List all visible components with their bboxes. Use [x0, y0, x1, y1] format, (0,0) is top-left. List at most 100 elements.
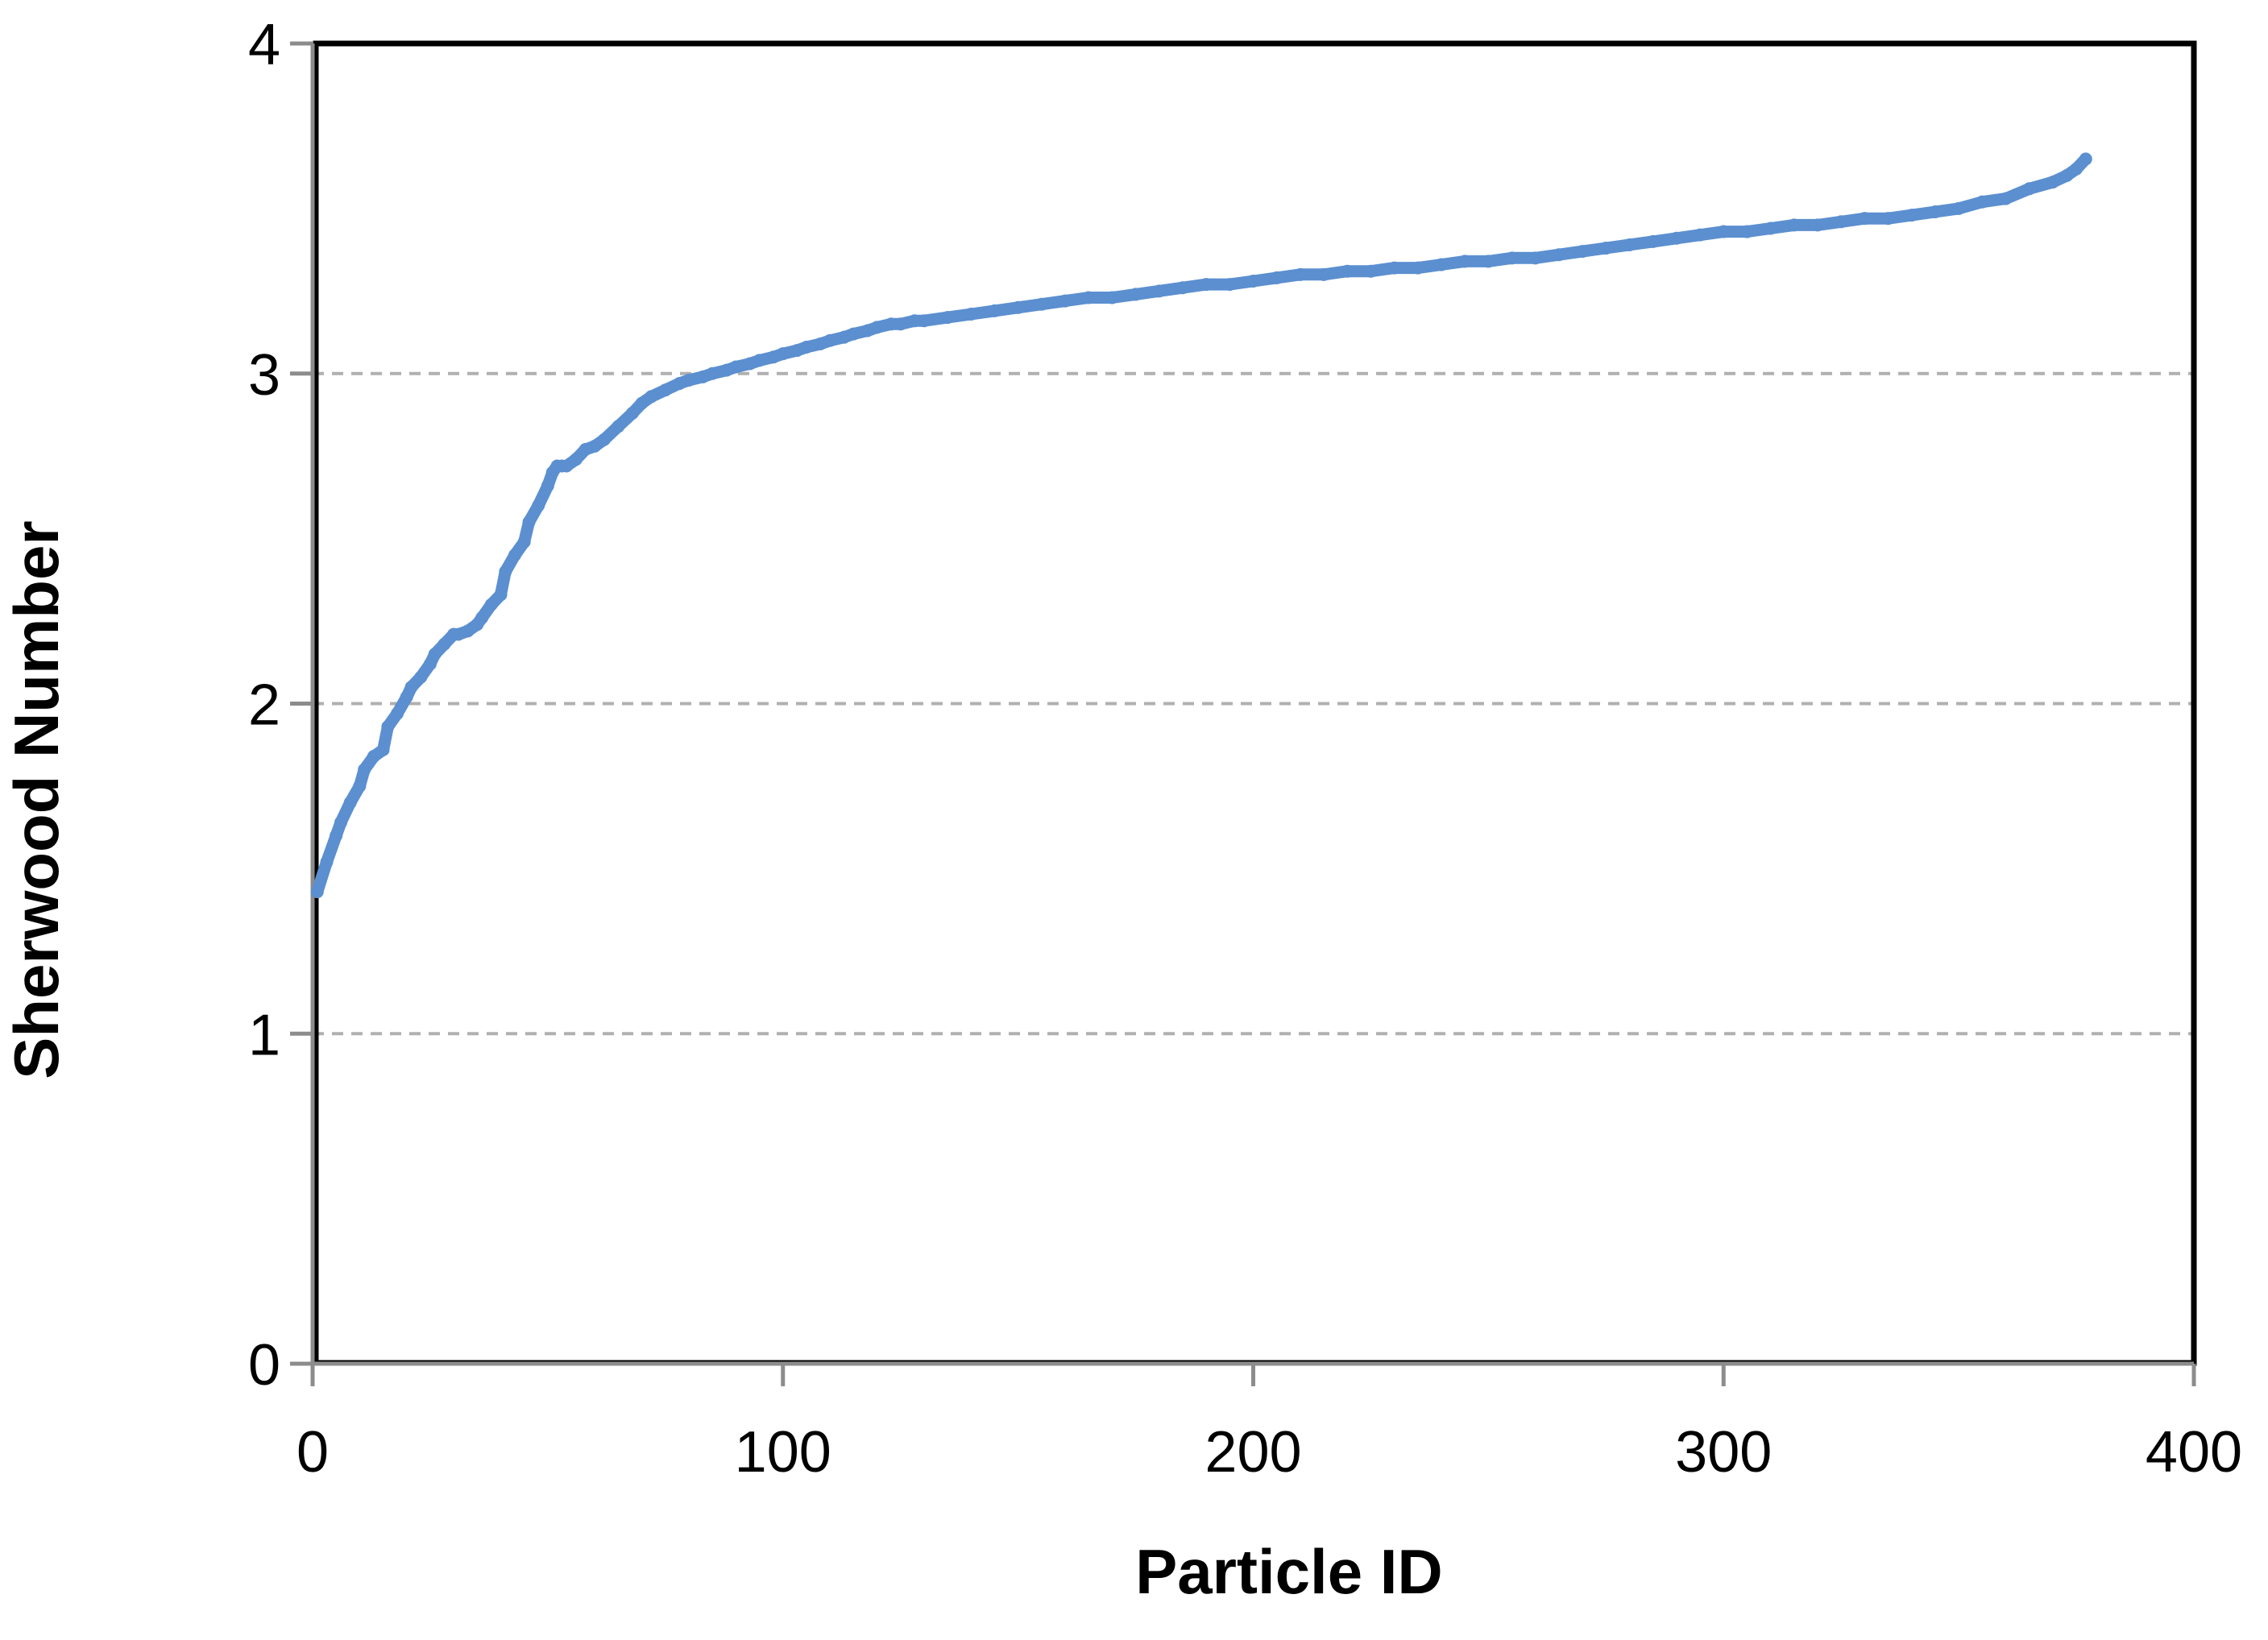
data-point [635, 396, 649, 410]
data-series [310, 152, 2092, 899]
data-point [437, 637, 451, 651]
data-point [799, 340, 813, 354]
data-point [1411, 261, 1424, 275]
y-tick-label: 3 [248, 343, 280, 408]
data-point [522, 516, 536, 529]
data-point [1293, 267, 1307, 281]
data-point [988, 304, 1001, 317]
data-point [475, 611, 489, 624]
data-point [729, 360, 743, 374]
data-point [1246, 275, 1260, 288]
data-point [658, 383, 672, 397]
data-trace [311, 152, 2092, 898]
data-point [1341, 264, 1354, 278]
data-point [908, 314, 922, 328]
data-point [1082, 291, 1096, 304]
data-point [682, 373, 695, 387]
data-point [1576, 245, 1590, 259]
data-point [353, 779, 367, 793]
data-point [1905, 209, 1918, 222]
data-point [1717, 225, 1731, 238]
data-point [1223, 278, 1237, 292]
y-tick-label: 4 [248, 13, 280, 77]
x-axis-title: Particle ID [1135, 1536, 1443, 1607]
data-point [964, 307, 978, 321]
data-point [941, 311, 955, 325]
data-point [541, 479, 554, 493]
data-point [1458, 255, 1472, 268]
data-point [2022, 182, 2036, 196]
x-tick-label: 0 [296, 1420, 329, 1485]
data-point [484, 598, 498, 611]
x-tick-label: 100 [735, 1420, 831, 1485]
data-point [381, 720, 395, 734]
data-point [330, 829, 343, 843]
data-point [391, 706, 404, 720]
data-point [1505, 251, 1519, 265]
data-point [1976, 195, 1989, 209]
data-point [885, 317, 898, 331]
data-point [1952, 201, 1966, 215]
data-point [1740, 225, 1754, 238]
data-point [612, 420, 625, 433]
data-point [1552, 248, 1565, 262]
data-point [1528, 251, 1542, 265]
data-point [343, 796, 357, 810]
data-point [499, 565, 512, 578]
data-point [320, 855, 334, 869]
data-point [400, 690, 413, 704]
data-point [1317, 267, 1331, 281]
data-point [358, 763, 371, 777]
data-point [310, 885, 324, 899]
data-point [334, 816, 348, 830]
data-point [560, 459, 574, 473]
data-point [517, 535, 531, 549]
data-point [1646, 234, 1660, 248]
y-tick-label: 1 [248, 1003, 280, 1067]
data-point [597, 433, 611, 446]
gridlines [313, 371, 2194, 1036]
data-point [1059, 294, 1072, 308]
x-tick-label: 400 [2146, 1420, 2242, 1485]
y-tick-label: 0 [248, 1333, 280, 1398]
data-point [1881, 212, 1895, 226]
y-axis-title: Sherwood Number [1, 520, 72, 1079]
x-tick-label: 200 [1204, 1420, 1301, 1485]
data-point [508, 549, 522, 562]
data-point [494, 588, 508, 602]
data-point [1858, 212, 1872, 226]
data-point [1387, 261, 1401, 275]
y-tick-label: 2 [248, 673, 280, 738]
data-point [376, 743, 390, 756]
data-point [753, 354, 766, 367]
data-point [1364, 264, 1378, 278]
data-point [2046, 176, 2059, 189]
data-point [1129, 288, 1142, 301]
data-point [847, 327, 860, 341]
data-point [532, 499, 545, 512]
data-point [1200, 278, 1213, 292]
data-point [1011, 300, 1025, 314]
data-point [1694, 228, 1707, 242]
data-point [2070, 162, 2083, 176]
data-point [870, 321, 884, 334]
data-point [461, 624, 475, 638]
tick-labels: 0 1 2 3 4 0 100 200 300 400 [248, 13, 2242, 1485]
data-point [625, 406, 639, 420]
data-point [367, 750, 380, 764]
data-point [1435, 258, 1448, 271]
data-point [1599, 242, 1613, 255]
data-point [776, 347, 790, 361]
data-point [1835, 215, 1848, 229]
data-point [1482, 255, 1495, 268]
data-point [588, 439, 602, 453]
data-point [1999, 192, 2013, 205]
data-point [428, 648, 442, 661]
data-point [1175, 281, 1189, 295]
data-point [1787, 218, 1801, 232]
data-point [823, 333, 837, 347]
data-point [414, 670, 428, 684]
data-point [423, 657, 437, 671]
data-point [569, 453, 583, 466]
